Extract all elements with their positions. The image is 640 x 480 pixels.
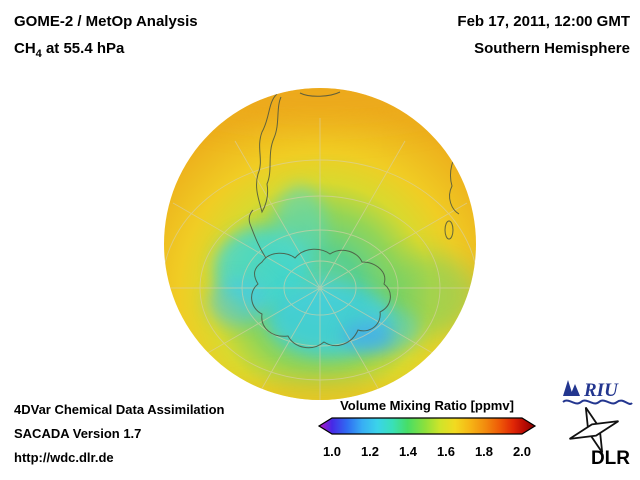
madagascar-coast [444, 220, 454, 240]
colorbar-tick: 2.0 [512, 444, 532, 459]
antarctic-peninsula [248, 209, 267, 259]
version-label: SACADA Version 1.7 [14, 426, 142, 441]
species-level-label: CH4 at 55.4 hPa [14, 40, 125, 60]
coastlines [248, 91, 463, 349]
assimilation-label: 4DVar Chemical Data Assimilation [14, 402, 225, 417]
footer-credits: 4DVar Chemical Data Assimilation SACADA … [14, 398, 225, 470]
colorbar-tick: 1.2 [360, 444, 380, 459]
north-coast [299, 91, 341, 97]
riu-label: RIU [583, 380, 619, 401]
wave-icon [562, 399, 633, 405]
south-america-coast [256, 93, 282, 214]
dlr-logo: DLR [569, 406, 630, 468]
graticule [164, 118, 476, 400]
colorbar-title: Volume Mixing Ratio [ppmv] [340, 398, 514, 413]
colorbar-ticks: 1.0 1.2 1.4 1.6 1.8 2.0 [316, 444, 538, 460]
colorbar-tick: 1.4 [398, 444, 418, 459]
header-left: GOME-2 / MetOp Analysis CH4 at 55.4 hPa [14, 8, 198, 68]
colorbar-legend: Volume Mixing Ratio [ppmv] 1.0 1.2 1.4 1… [316, 398, 538, 460]
riu-logo: RIU [562, 380, 633, 405]
header-right: Feb 17, 2011, 12:00 GMT Southern Hemisph… [457, 8, 630, 62]
colorbar [317, 417, 537, 435]
hemisphere-label: Southern Hemisphere [474, 40, 630, 57]
cathedral-icon [563, 380, 580, 396]
website-url: http://wdc.dlr.de [14, 450, 114, 465]
datetime-label: Feb 17, 2011, 12:00 GMT [457, 13, 630, 30]
colorbar-tick: 1.0 [322, 444, 342, 459]
antarctica-coast [251, 248, 391, 349]
dlr-label: DLR [591, 448, 630, 468]
analysis-title: GOME-2 / MetOp Analysis [14, 13, 198, 30]
dlr-star-icon [569, 406, 619, 454]
colorbar-tick: 1.8 [474, 444, 494, 459]
colorbar-tick: 1.6 [436, 444, 456, 459]
